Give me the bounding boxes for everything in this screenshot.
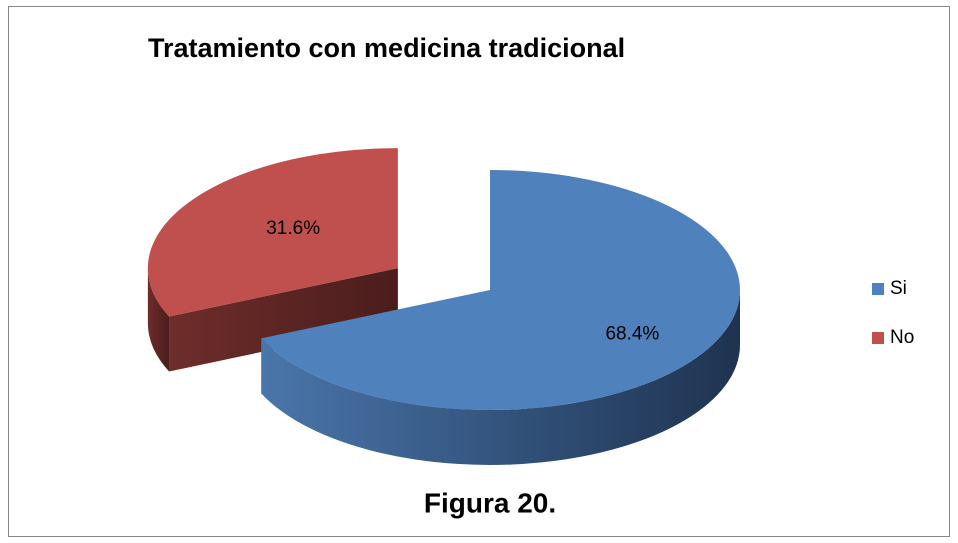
caption: Figura 20. <box>424 487 556 518</box>
legend-swatch <box>872 332 884 344</box>
data-label: 31.6% <box>266 218 320 239</box>
slice <box>147 148 398 317</box>
legend-swatch <box>872 283 884 295</box>
slice-side <box>261 290 740 466</box>
data-label: 68.4% <box>605 324 659 345</box>
slice <box>261 170 740 411</box>
slice-side <box>147 268 170 372</box>
chart-title: Tratamiento con medicina tradicional <box>148 33 625 63</box>
pie: 31.6% 68.4% <box>147 148 740 466</box>
legend: Si No <box>872 278 914 348</box>
legend-label: No <box>890 327 914 348</box>
slice-side <box>169 268 398 372</box>
legend-label: Si <box>890 278 907 299</box>
